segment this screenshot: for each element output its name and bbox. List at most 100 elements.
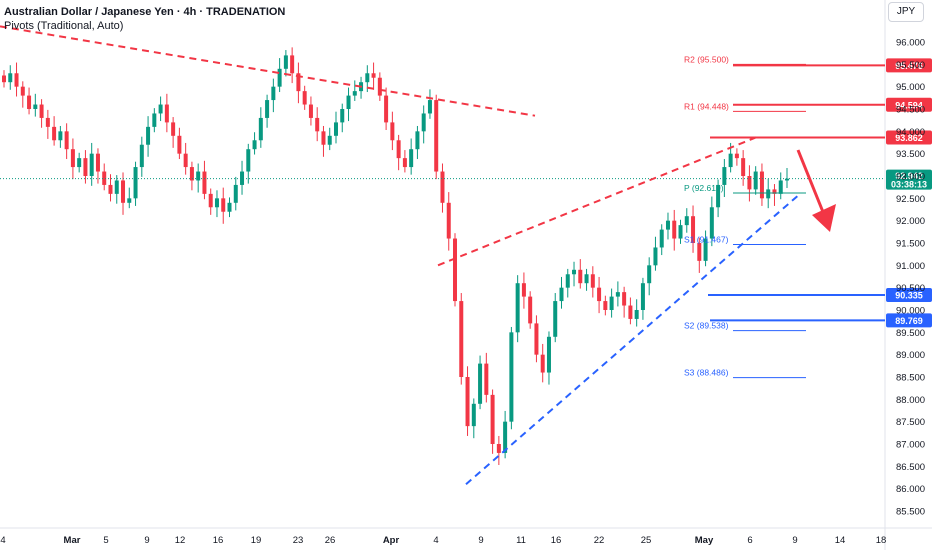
- candle-body: [722, 167, 727, 185]
- candle-body: [659, 229, 664, 248]
- price-tick-label: 86.000: [896, 484, 925, 495]
- candle-body: [258, 117, 263, 141]
- candle-body: [302, 91, 307, 105]
- candle-body: [528, 296, 533, 324]
- candle-body: [415, 131, 420, 150]
- candle-body: [352, 91, 357, 96]
- price-level-tag: [886, 313, 932, 328]
- time-tick-label: 6: [747, 535, 752, 546]
- candle-body: [327, 135, 332, 145]
- candle-body: [515, 283, 520, 333]
- candle-body: [565, 274, 570, 288]
- price-tick-label: 95.000: [896, 82, 925, 93]
- candle-body: [308, 104, 313, 118]
- candle-body: [315, 117, 320, 132]
- price-level-tag: [886, 288, 932, 303]
- candle-body: [484, 363, 489, 395]
- candle-body: [252, 140, 257, 150]
- candle-body: [171, 122, 176, 136]
- candle-body: [321, 131, 326, 145]
- price-tick-label: 86.500: [896, 462, 925, 473]
- price-tick-label: 89.500: [896, 328, 925, 339]
- time-tick-label: 9: [792, 535, 797, 546]
- candle-body: [202, 171, 207, 194]
- candle-body: [634, 310, 639, 319]
- candle-body: [684, 216, 689, 226]
- time-tick-label: 11: [516, 535, 526, 546]
- candle-body: [45, 117, 50, 127]
- candle-body: [396, 140, 401, 159]
- candle-body: [333, 122, 338, 136]
- candle-body: [597, 287, 602, 302]
- candle-body: [785, 178, 789, 181]
- price-tick-label: 92.500: [896, 194, 925, 205]
- candle-body: [546, 336, 551, 373]
- price-level-tag: [886, 58, 932, 73]
- candle-body: [177, 135, 182, 154]
- candle-body: [20, 86, 25, 96]
- price-tick-label: 87.500: [896, 417, 925, 428]
- candle-body: [409, 149, 414, 168]
- price-level-value: 94.594: [895, 100, 923, 110]
- price-tick-label: 85.500: [896, 507, 925, 518]
- candle-body: [741, 158, 746, 176]
- candle-body: [559, 287, 564, 302]
- candle-body: [766, 189, 771, 199]
- candle-body: [14, 73, 19, 87]
- price-axis[interactable]: 96.000 95.500 95.000 94.500 94.000 93.500 93.0…: [896, 38, 925, 518]
- price-level-tag: [886, 130, 932, 145]
- candle-body: [628, 305, 633, 319]
- candle-body: [703, 238, 708, 261]
- candle-body: [83, 158, 88, 176]
- symbol-title[interactable]: Australian Dollar / Japanese Yen · 4h · …: [4, 6, 286, 18]
- price-tick-label: 94.000: [896, 127, 925, 138]
- candle-body: [672, 220, 677, 239]
- candle-body: [58, 131, 63, 141]
- candle-body: [490, 394, 495, 444]
- candle-body: [365, 73, 370, 83]
- candle-body: [521, 283, 526, 297]
- candle-body: [716, 184, 721, 208]
- candle-body: [108, 184, 113, 194]
- candle-body: [572, 269, 577, 275]
- countdown-timer: 03:38:13: [891, 180, 927, 190]
- candle-body: [584, 274, 589, 284]
- time-axis[interactable]: 4 Mar 5 9 12 16 19 23 26 Apr 4 9 11 16 22 25 May 6 9 14 18: [0, 535, 886, 546]
- time-tick-label: 9: [144, 535, 149, 546]
- candle-body: [778, 180, 783, 194]
- indicator-label[interactable]: Pivots (Traditional, Auto): [4, 20, 124, 32]
- candle-body: [189, 167, 194, 181]
- time-tick-label: 9: [478, 535, 483, 546]
- price-tick-label: 91.500: [896, 239, 925, 250]
- price-level-tag: [886, 97, 932, 112]
- price-tick-label: 88.000: [896, 395, 925, 406]
- price-tick-label: 93.500: [896, 149, 925, 160]
- time-tick-label: Mar: [64, 535, 81, 546]
- current-price-value: 92.942: [895, 171, 923, 181]
- price-level-value: 90.335: [895, 291, 923, 301]
- currency-button[interactable]: JPY: [888, 2, 924, 22]
- bearish-arrow-shaft: [796, 149, 825, 213]
- trendlines: [0, 25, 836, 485]
- current-price-tag: [886, 169, 932, 190]
- candle-body: [496, 444, 501, 453]
- candle-body: [371, 73, 376, 78]
- candle-body: [653, 247, 658, 266]
- time-tick-label: 12: [175, 535, 186, 546]
- time-tick-label: May: [695, 535, 714, 546]
- candle-body: [390, 122, 395, 141]
- candle-body: [459, 301, 464, 377]
- bearish-arrow-head: [812, 204, 836, 232]
- time-tick-label: Apr: [383, 535, 400, 546]
- candles: [2, 47, 789, 465]
- price-tick-label: 90.000: [896, 306, 925, 317]
- candle-body: [402, 158, 407, 168]
- candle-body: [133, 167, 138, 199]
- price-tick-label: 88.500: [896, 373, 925, 384]
- price-level-value: 89.769: [895, 316, 923, 326]
- candle-body: [734, 153, 739, 159]
- candle-body: [158, 104, 163, 114]
- candle-body: [434, 100, 439, 172]
